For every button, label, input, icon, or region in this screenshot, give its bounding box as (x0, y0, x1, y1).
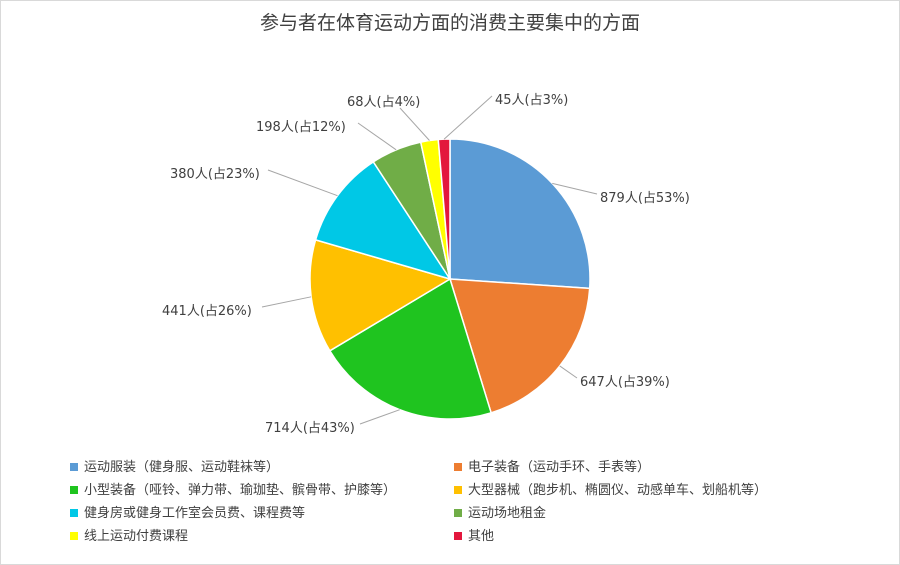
legend-item-3: 小型装备（哑铃、弹力带、瑜珈垫、髌骨带、护膝等） (70, 481, 396, 501)
legend-item-5: 健身房或健身工作室会员费、课程费等 (70, 504, 305, 524)
data-label-8: 45人(占3%) (495, 93, 568, 108)
leader-line-2 (559, 365, 578, 379)
data-label-6: 198人(占12%) (256, 120, 346, 135)
data-label-2: 647人(占39%) (580, 375, 670, 390)
legend-item-6: 运动场地租金 (454, 504, 546, 524)
legend-item-2: 电子装备（运动手环、手表等） (454, 458, 650, 478)
legend-label: 电子装备（运动手环、手表等） (468, 460, 651, 475)
legend-swatch (70, 462, 78, 471)
leader-line-3 (359, 409, 400, 425)
data-label-3: 714人(占43%) (265, 421, 355, 436)
pie-slice-3 (328, 277, 493, 420)
legend-swatch (70, 508, 78, 517)
data-label-5: 380人(占23%) (170, 167, 260, 182)
legend-label: 运动服装（健身服、运动鞋袜等） (84, 460, 280, 475)
legend-label: 运动场地租金 (468, 506, 547, 521)
legend-swatch (70, 485, 78, 494)
leader-line-1 (552, 182, 598, 195)
legend-item-8: 其他 (454, 527, 494, 547)
data-label-4: 441人(占26%) (162, 304, 252, 319)
legend-label: 线上运动付费课程 (84, 529, 189, 544)
leader-line-8 (443, 95, 493, 140)
legend-label: 健身房或健身工作室会员费、课程费等 (84, 506, 306, 521)
legend-swatch (454, 508, 462, 517)
legend-label: 其他 (468, 529, 495, 544)
legend-label: 大型器械（跑步机、椭圆仪、动感单车、划船机等） (468, 483, 768, 498)
legend-swatch (454, 462, 462, 471)
leader-line-5 (267, 169, 338, 197)
pie-slice-2 (448, 278, 591, 414)
legend-swatch (454, 485, 462, 494)
leader-line-4 (261, 296, 312, 308)
leader-line-7 (399, 107, 430, 141)
pie-slice-4 (309, 238, 452, 352)
pie-slice-5 (314, 160, 452, 281)
legend-item-7: 线上运动付费课程 (70, 527, 188, 547)
legend-item-1: 运动服装（健身服、运动鞋袜等） (70, 458, 279, 478)
pie-slice-1 (449, 138, 591, 290)
data-label-1: 879人(占53%) (600, 191, 690, 206)
legend-item-4: 大型器械（跑步机、椭圆仪、动感单车、划船机等） (454, 481, 767, 501)
data-label-7: 68人(占4%) (347, 95, 420, 110)
chart-title: 参与者在体育运动方面的消费主要集中的方面 (259, 12, 640, 34)
leader-line-6 (357, 122, 397, 151)
legend-label: 小型装备（哑铃、弹力带、瑜珈垫、髌骨带、护膝等） (84, 483, 397, 498)
legend-swatch (70, 531, 78, 540)
legend-swatch (454, 531, 462, 540)
